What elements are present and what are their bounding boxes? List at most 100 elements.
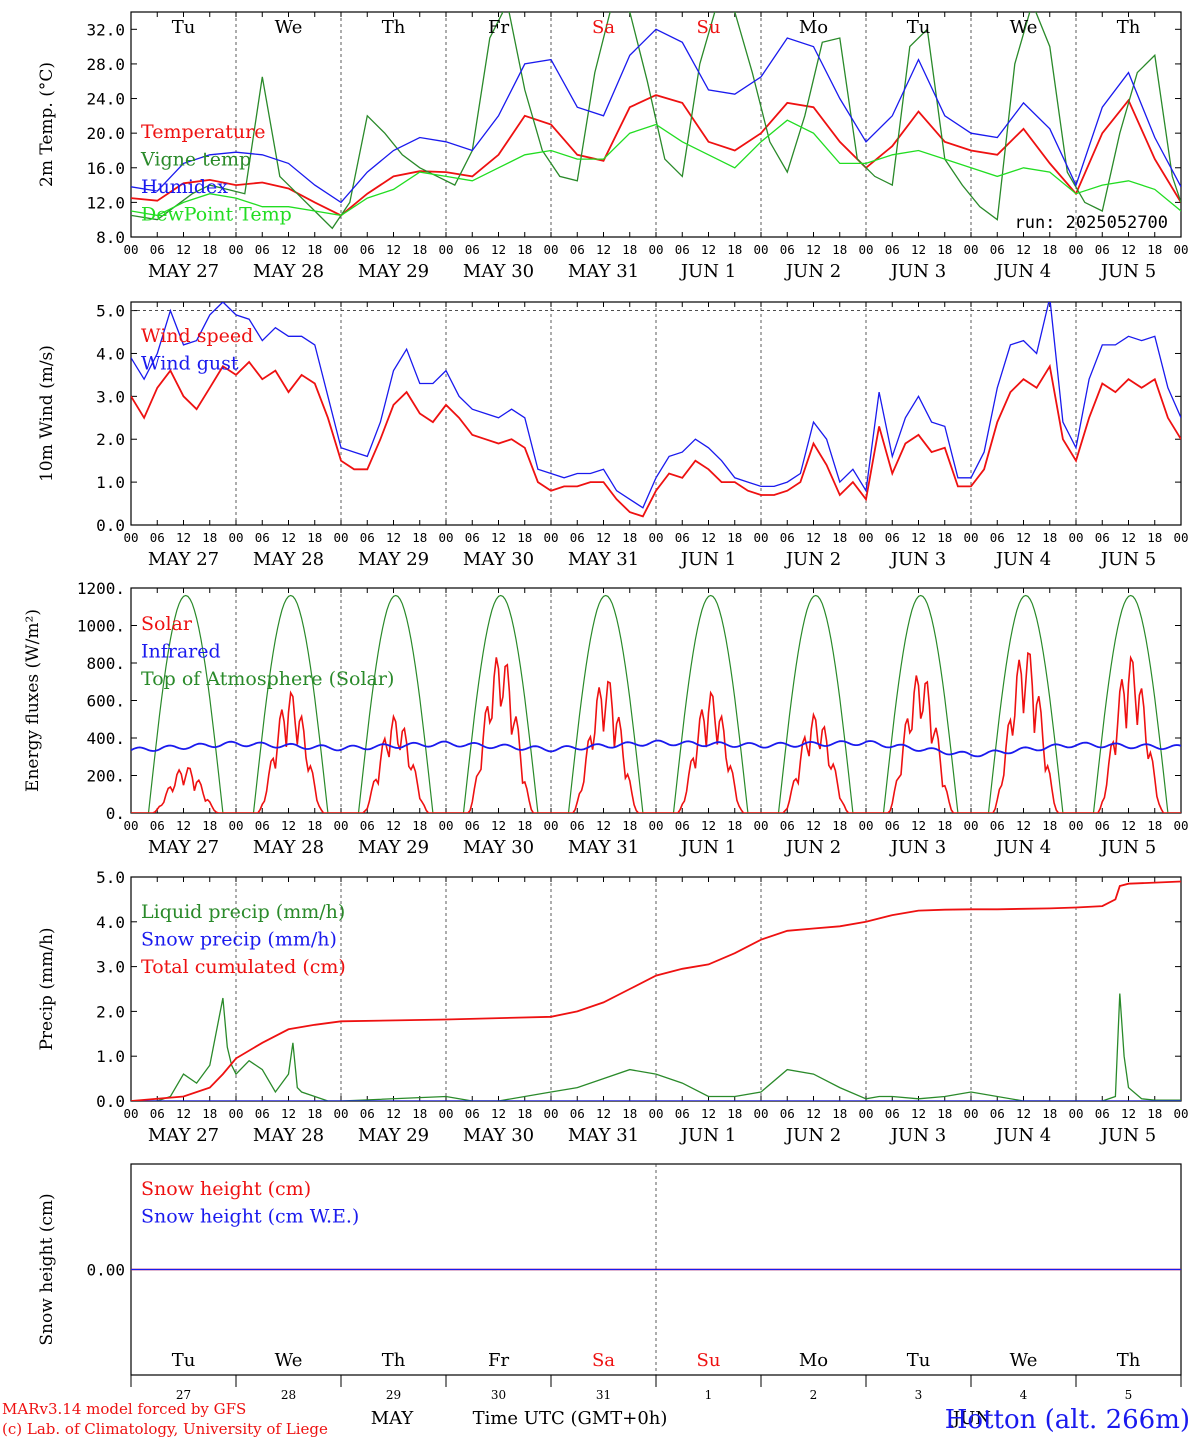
station-name: Hotton (alt. 266m) xyxy=(945,1405,1190,1435)
hour-label: 06 xyxy=(780,530,795,545)
hour-label: 06 xyxy=(360,530,375,545)
hour-label: 06 xyxy=(570,242,585,257)
date-label: JUN 4 xyxy=(994,261,1051,282)
day-name: Th xyxy=(1117,17,1141,38)
hour-label: 12 xyxy=(596,818,611,833)
date-label: MAY 31 xyxy=(568,261,639,282)
hour-label: 18 xyxy=(412,1106,427,1121)
hour-label: 00 xyxy=(543,242,558,257)
day-name: Tu xyxy=(907,17,931,38)
date-label: JUN 4 xyxy=(994,549,1051,570)
y-tick-label: 5.0 xyxy=(96,868,125,887)
hour-label: 06 xyxy=(360,818,375,833)
hour-label: 06 xyxy=(570,530,585,545)
hour-label: 00 xyxy=(438,530,453,545)
hour-label: 18 xyxy=(517,242,532,257)
hour-label: 00 xyxy=(123,818,138,833)
hour-label: 12 xyxy=(1016,818,1031,833)
legend-entry: Total cumulated (cm) xyxy=(141,956,346,978)
date-label: JUN 3 xyxy=(889,1125,946,1146)
day-name: Su xyxy=(697,1350,721,1371)
series-line-4 xyxy=(131,119,1181,217)
legend-entry: Snow precip (mm/h) xyxy=(141,929,337,951)
y-tick-label: 1200. xyxy=(77,579,125,598)
hour-label: 00 xyxy=(1173,1106,1188,1121)
hour-label: 12 xyxy=(806,242,821,257)
hour-label: 00 xyxy=(438,242,453,257)
hour-label: 18 xyxy=(412,530,427,545)
date-label: MAY 29 xyxy=(358,261,429,282)
day-number: 4 xyxy=(1020,1388,1028,1402)
hour-label: 12 xyxy=(491,530,506,545)
hour-label: 18 xyxy=(622,242,637,257)
hour-label: 12 xyxy=(281,1106,296,1121)
hour-label: 18 xyxy=(1042,530,1057,545)
legend-entry: Infrared xyxy=(141,641,221,663)
hour-label: 18 xyxy=(622,818,637,833)
hour-label: 00 xyxy=(753,242,768,257)
date-label: MAY 27 xyxy=(148,261,219,282)
y-tick-label: 3.0 xyxy=(96,387,125,406)
hour-label: 18 xyxy=(307,1106,322,1121)
hour-label: 06 xyxy=(465,1106,480,1121)
hour-label: 12 xyxy=(596,530,611,545)
y-tick-label: 200. xyxy=(86,767,125,786)
hour-label: 00 xyxy=(1068,1106,1083,1121)
date-label: JUN 2 xyxy=(784,837,841,858)
plot-area xyxy=(131,12,1181,230)
day-name: Th xyxy=(382,17,406,38)
hour-label: 06 xyxy=(255,1106,270,1121)
hour-label: 18 xyxy=(727,818,742,833)
hour-label: 06 xyxy=(675,242,690,257)
hour-label: 06 xyxy=(1095,1106,1110,1121)
date-label: MAY 27 xyxy=(148,549,219,570)
date-label: JUN 1 xyxy=(679,549,736,570)
hour-label: 18 xyxy=(937,818,952,833)
hour-label: 00 xyxy=(753,530,768,545)
hour-label: 12 xyxy=(281,818,296,833)
plot-area xyxy=(131,880,1181,1101)
legend-entry: Solar xyxy=(141,613,193,635)
day-name: Su xyxy=(697,17,721,38)
y-tick-label: 24.0 xyxy=(86,90,125,109)
hour-label: 12 xyxy=(491,818,506,833)
hour-label: 00 xyxy=(123,242,138,257)
hour-label: 18 xyxy=(202,242,217,257)
hour-label: 18 xyxy=(307,818,322,833)
date-label: JUN 2 xyxy=(784,1125,841,1146)
legend-entry: Top of Atmosphere (Solar) xyxy=(141,668,394,690)
hour-label: 06 xyxy=(255,530,270,545)
plot-area xyxy=(131,302,1181,518)
hour-label: 12 xyxy=(1121,530,1136,545)
day-number: 27 xyxy=(176,1388,191,1402)
series-line-2 xyxy=(131,302,1181,509)
hour-label: 12 xyxy=(1016,530,1031,545)
hour-label: 00 xyxy=(333,1106,348,1121)
date-label: JUN 3 xyxy=(889,549,946,570)
panel-4: 00 06 12 18 00 06 12 18 00 06 12 18 00 06 12 18 00 06 12 18… xyxy=(37,868,1189,1146)
hour-label: 00 xyxy=(123,1106,138,1121)
legend-entry: Snow height (cm) xyxy=(141,1178,311,1200)
y-tick-label: 12.0 xyxy=(86,193,125,212)
hour-label: 06 xyxy=(1095,530,1110,545)
hour-label: 00 xyxy=(543,1106,558,1121)
date-label: MAY 30 xyxy=(463,837,534,858)
hour-label: 18 xyxy=(412,818,427,833)
hour-label: 00 xyxy=(858,242,873,257)
y-axis-label: Snow height (cm) xyxy=(37,1193,57,1345)
panel-1: 00 06 12 18 00 06 12 18 00 06 12 18 00 06 12 18 00 06 12 18… xyxy=(37,11,1189,282)
series-line-1 xyxy=(131,993,1181,1101)
date-label: MAY 27 xyxy=(148,1125,219,1146)
hour-label: 12 xyxy=(806,818,821,833)
hour-label: 00 xyxy=(1173,818,1188,833)
date-label: JUN 2 xyxy=(784,549,841,570)
y-tick-label: 3.0 xyxy=(96,958,125,977)
hour-label: 12 xyxy=(281,530,296,545)
hour-label: 12 xyxy=(176,530,191,545)
date-label: JUN 2 xyxy=(784,261,841,282)
date-label: MAY 29 xyxy=(358,837,429,858)
hour-label: 06 xyxy=(990,818,1005,833)
hour-label: 00 xyxy=(1173,530,1188,545)
hour-label: 00 xyxy=(648,530,663,545)
day-number: 3 xyxy=(915,1388,923,1402)
